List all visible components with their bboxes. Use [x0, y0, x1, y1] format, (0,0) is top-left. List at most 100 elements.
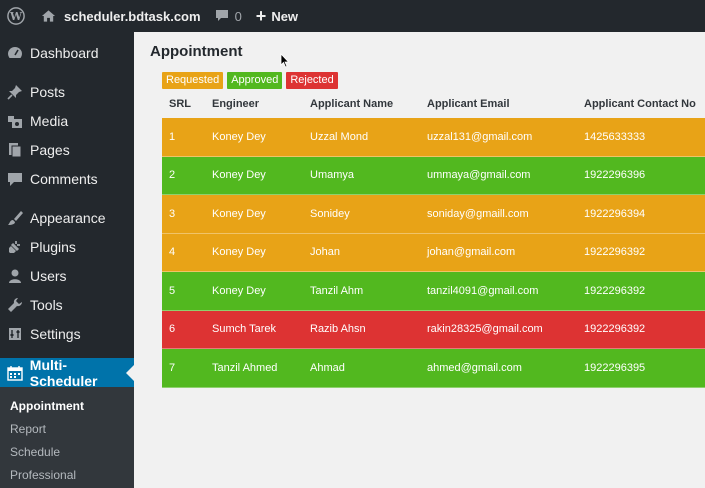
column-header-applicant-name: Applicant Name — [310, 98, 394, 110]
sidebar-item-label: Users — [30, 268, 67, 284]
cell-applicant-email: uzzal131@gmail.com — [427, 130, 533, 143]
sidebar-item-label: Plugins — [30, 239, 76, 255]
table-row[interactable]: 2 Koney Dey Umamya ummaya@gmail.com 1922… — [162, 156, 705, 195]
submenu-item-schedule[interactable]: Schedule — [10, 445, 61, 459]
sidebar-item-tools[interactable]: Tools — [0, 290, 134, 320]
sidebar-item-multi-scheduler[interactable]: Multi-Scheduler — [0, 357, 134, 389]
cell-engineer: Sumch Tarek — [212, 323, 276, 336]
sidebar-item-label: Settings — [30, 326, 81, 342]
sidebar-item-label: Appearance — [30, 210, 106, 226]
calendar-icon — [0, 365, 30, 381]
table-row[interactable]: 6 Sumch Tarek Razib Ahsn rakin28325@gmai… — [162, 310, 705, 349]
wordpress-logo-button[interactable]: W — [0, 0, 33, 32]
legend-rejected-badge: Rejected — [286, 72, 338, 89]
sidebar-item-label: Pages — [30, 142, 70, 158]
status-legend: Requested Approved Rejected — [162, 72, 338, 89]
admin-bar: W scheduler.bdtask.com 0 + New — [0, 0, 705, 32]
cell-applicant-name: Uzzal Mond — [310, 130, 369, 143]
comment-icon — [0, 171, 30, 187]
column-header-applicant-email: Applicant Email — [427, 98, 510, 110]
table-row[interactable]: 1 Koney Dey Uzzal Mond uzzal131@gmail.co… — [162, 118, 705, 157]
site-name-link[interactable]: scheduler.bdtask.com — [33, 0, 208, 32]
user-icon — [0, 268, 30, 284]
sidebar-item-label: Dashboard — [30, 45, 99, 61]
comments-count: 0 — [234, 8, 242, 24]
column-header-applicant-contact: Applicant Contact No — [584, 98, 696, 110]
cell-engineer: Koney Dey — [212, 207, 266, 220]
sidebar-item-users[interactable]: Users — [0, 261, 134, 291]
cell-applicant-contact: 1922296392 — [584, 284, 646, 297]
table-row[interactable]: 5 Koney Dey Tanzil Ahm tanzil4091@gmail.… — [162, 272, 705, 311]
appointment-table: SRL Engineer Applicant Name Applicant Em… — [162, 90, 705, 388]
admin-sidebar: Dashboard Posts Media Pages Comments App… — [0, 32, 134, 488]
sidebar-item-label: Multi-Scheduler — [29, 357, 98, 389]
sidebar-item-plugins[interactable]: Plugins — [0, 232, 134, 262]
cell-applicant-email: rakin28325@gmail.com — [427, 323, 543, 336]
brush-icon — [0, 210, 30, 226]
legend-requested-badge: Requested — [162, 72, 224, 89]
sidebar-item-media[interactable]: Media — [0, 106, 134, 136]
sidebar-item-appearance[interactable]: Appearance — [0, 203, 134, 233]
cell-applicant-contact: 1922296395 — [584, 361, 646, 374]
new-label: New — [271, 8, 299, 24]
media-icon — [0, 113, 30, 129]
sidebar-item-settings[interactable]: Settings — [0, 319, 134, 349]
legend-approved-badge: Approved — [227, 72, 283, 89]
cell-applicant-contact: 1425633333 — [584, 130, 646, 143]
column-header-srl: SRL — [169, 98, 191, 110]
cell-applicant-name: Razib Ahsn — [310, 323, 366, 336]
sidebar-item-label: Comments — [30, 171, 98, 187]
column-header-engineer: Engineer — [212, 98, 260, 110]
settings-icon — [0, 326, 30, 342]
sidebar-item-label: Media — [30, 113, 69, 129]
cell-applicant-name: Umamya — [310, 169, 355, 182]
cell-applicant-contact: 1922296396 — [584, 169, 646, 182]
home-icon — [41, 10, 56, 22]
cell-srl: 2 — [169, 169, 176, 182]
cell-applicant-name: Tanzil Ahm — [310, 284, 364, 297]
wordpress-icon: W — [7, 7, 25, 25]
cell-applicant-name: Sonidey — [310, 207, 350, 220]
cell-applicant-email: soniday@gmaill.com — [427, 207, 529, 220]
plugin-icon — [0, 239, 30, 255]
cell-srl: 7 — [169, 361, 176, 374]
submenu-item-report[interactable]: Report — [10, 422, 47, 436]
submenu-item-professional[interactable]: Professional — [10, 468, 77, 482]
table-row[interactable]: 7 Tanzil Ahmed Ahmad ahmed@gmail.com 192… — [162, 349, 705, 388]
pin-icon — [0, 84, 30, 100]
comment-bubble-icon — [215, 10, 228, 21]
comments-link[interactable]: 0 — [208, 0, 249, 32]
submenu-item-appointment[interactable]: Appointment — [10, 399, 84, 413]
site-name: scheduler.bdtask.com — [64, 8, 201, 24]
new-content-button[interactable]: + New — [249, 0, 305, 32]
cell-srl: 5 — [169, 284, 176, 297]
table-row[interactable]: 4 Koney Dey Johan johan@gmail.com 192229… — [162, 233, 705, 272]
sidebar-item-pages[interactable]: Pages — [0, 135, 134, 165]
cell-applicant-email: johan@gmail.com — [427, 246, 516, 259]
mouse-cursor-icon — [280, 53, 290, 68]
sidebar-item-posts[interactable]: Posts — [0, 77, 134, 107]
cell-applicant-contact: 1922296392 — [584, 246, 646, 259]
wrench-icon — [0, 297, 30, 313]
cell-applicant-name: Johan — [310, 246, 340, 259]
multi-scheduler-submenu: Appointment Report Schedule Professional — [0, 387, 134, 488]
cell-engineer: Tanzil Ahmed — [212, 361, 278, 374]
sidebar-item-comments[interactable]: Comments — [0, 164, 134, 194]
cell-engineer: Koney Dey — [212, 130, 266, 143]
cell-srl: 6 — [169, 323, 176, 336]
cell-applicant-contact: 1922296392 — [584, 323, 646, 336]
pages-icon — [0, 142, 30, 158]
cell-applicant-email: tanzil4091@gmail.com — [427, 284, 539, 297]
cell-applicant-email: ummaya@gmail.com — [427, 169, 531, 182]
cell-engineer: Koney Dey — [212, 284, 266, 297]
dashboard-icon — [0, 45, 30, 61]
page-title: Appointment — [150, 43, 243, 60]
sidebar-item-label: Posts — [30, 84, 66, 100]
main-content: Appointment Requested Approved Rejected … — [134, 32, 705, 488]
cell-srl: 4 — [169, 246, 176, 259]
plus-icon: + — [255, 6, 267, 26]
table-header-row: SRL Engineer Applicant Name Applicant Em… — [162, 90, 705, 118]
sidebar-item-dashboard[interactable]: Dashboard — [0, 38, 134, 68]
cell-applicant-contact: 1922296394 — [584, 207, 646, 220]
table-row[interactable]: 3 Koney Dey Sonidey soniday@gmaill.com 1… — [162, 195, 705, 234]
